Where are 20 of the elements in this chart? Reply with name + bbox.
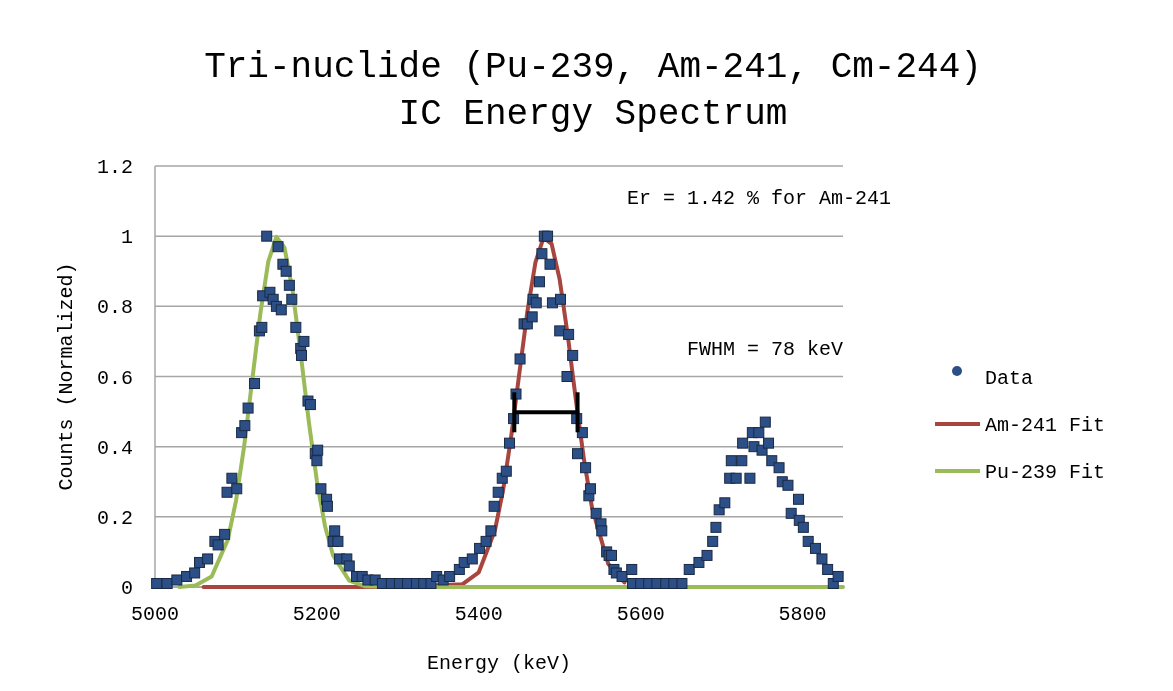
y-tick-label: 1 (120, 226, 133, 250)
annotation: FWHM = 78 keV (686, 338, 843, 361)
y-axis-title: Counts (Normalized) (55, 262, 78, 491)
chart-title: Tri-nuclide (Pu-239, Am-241, Cm-244) IC Energy Spectrum (204, 47, 982, 135)
y-tick-label: 0.8 (96, 296, 133, 320)
x-tick-label: 5600 (616, 603, 665, 626)
y-tick-label: 1.2 (96, 156, 133, 179)
y-tick-label: 0 (120, 577, 133, 600)
y-tick-label: 0.2 (96, 506, 133, 530)
x-tick-label: 5200 (292, 603, 341, 626)
legend-label: Pu-239 Fit (985, 461, 1106, 484)
y-tick-label: 0.4 (96, 436, 133, 460)
legend-label: Am-241 Fit (985, 414, 1106, 437)
legend-label: Data (985, 367, 1034, 390)
x-tick-label: 5800 (778, 603, 827, 626)
x-tick-label: 5400 (454, 603, 503, 626)
annotation: Er = 1.42 % for Am-241 (626, 187, 891, 210)
y-tick-label: 0.6 (96, 366, 133, 390)
x-tick-label: 5000 (130, 603, 180, 626)
x-axis-title: Energy (keV) (426, 652, 572, 675)
